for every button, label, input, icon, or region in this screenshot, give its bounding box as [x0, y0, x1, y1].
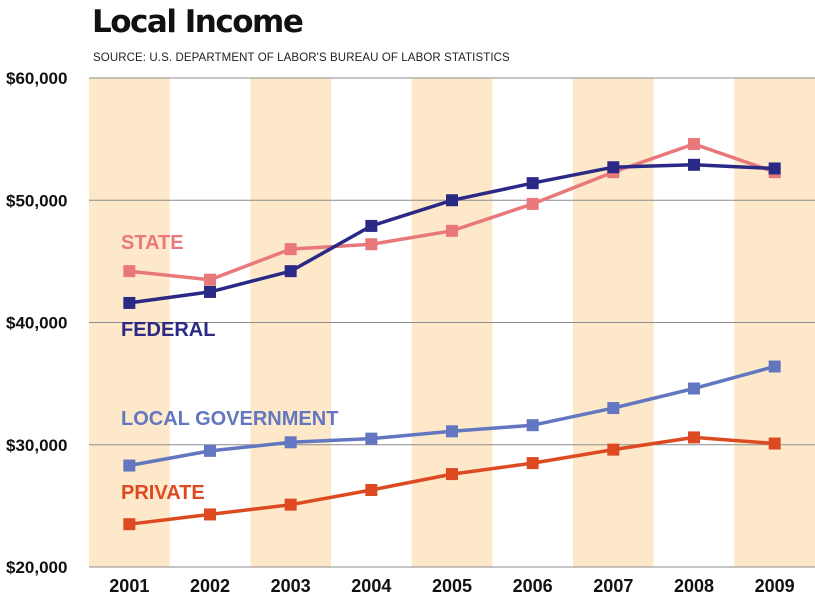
x-tick-label: 2003 — [271, 576, 311, 596]
data-point-private — [688, 431, 700, 444]
data-point-local-government — [284, 436, 297, 449]
data-point-federal — [365, 219, 378, 232]
data-point-state — [204, 273, 216, 286]
data-point-federal — [446, 194, 458, 207]
data-point-federal — [284, 265, 297, 278]
data-point-private — [607, 443, 620, 456]
data-point-local-government — [688, 382, 700, 395]
series-label-local-government: LOCAL GOVERNMENT — [121, 408, 338, 430]
x-tick-label: 2002 — [190, 576, 230, 596]
data-point-state — [688, 138, 700, 151]
data-point-federal — [768, 162, 781, 175]
data-point-federal — [526, 177, 539, 190]
data-point-state — [284, 243, 297, 256]
data-point-federal — [123, 296, 136, 309]
x-tick-label: 2005 — [432, 576, 472, 596]
data-point-private — [123, 518, 136, 531]
data-point-state — [123, 265, 136, 278]
data-point-local-government — [365, 432, 378, 445]
series-label-private: PRIVATE — [121, 482, 205, 504]
x-tick-label: 2009 — [755, 576, 795, 596]
y-tick-label: $20,000 — [6, 558, 67, 577]
data-point-private — [526, 457, 539, 470]
series-label-state: STATE — [121, 232, 184, 254]
x-tick-label: 2006 — [513, 576, 553, 596]
y-tick-label: $40,000 — [6, 314, 67, 333]
data-point-private — [768, 437, 781, 450]
data-point-private — [365, 483, 378, 496]
data-point-federal — [607, 161, 620, 174]
chart-title: Local Income — [92, 4, 304, 40]
chart-source: SOURCE: U.S. DEPARTMENT OF LABOR'S BUREA… — [93, 52, 510, 64]
data-point-local-government — [123, 459, 136, 472]
x-tick-label: 2004 — [351, 576, 391, 596]
x-tick-label: 2001 — [109, 576, 149, 596]
data-point-private — [204, 508, 216, 521]
data-point-federal — [688, 158, 700, 171]
data-point-federal — [204, 285, 216, 298]
data-point-local-government — [204, 444, 216, 457]
data-point-state — [446, 224, 458, 237]
x-tick-label: 2007 — [593, 576, 633, 596]
y-tick-label: $60,000 — [6, 69, 67, 88]
data-point-state — [365, 238, 378, 251]
y-tick-label: $30,000 — [6, 436, 67, 455]
data-point-local-government — [526, 419, 539, 432]
data-point-local-government — [768, 360, 781, 373]
x-tick-label: 2008 — [674, 576, 714, 596]
y-tick-label: $50,000 — [6, 191, 67, 210]
data-point-local-government — [446, 425, 458, 438]
data-point-local-government — [607, 402, 620, 415]
data-point-private — [446, 468, 458, 481]
data-point-private — [284, 498, 297, 511]
data-point-state — [526, 197, 539, 210]
series-label-federal: FEDERAL — [121, 319, 215, 341]
